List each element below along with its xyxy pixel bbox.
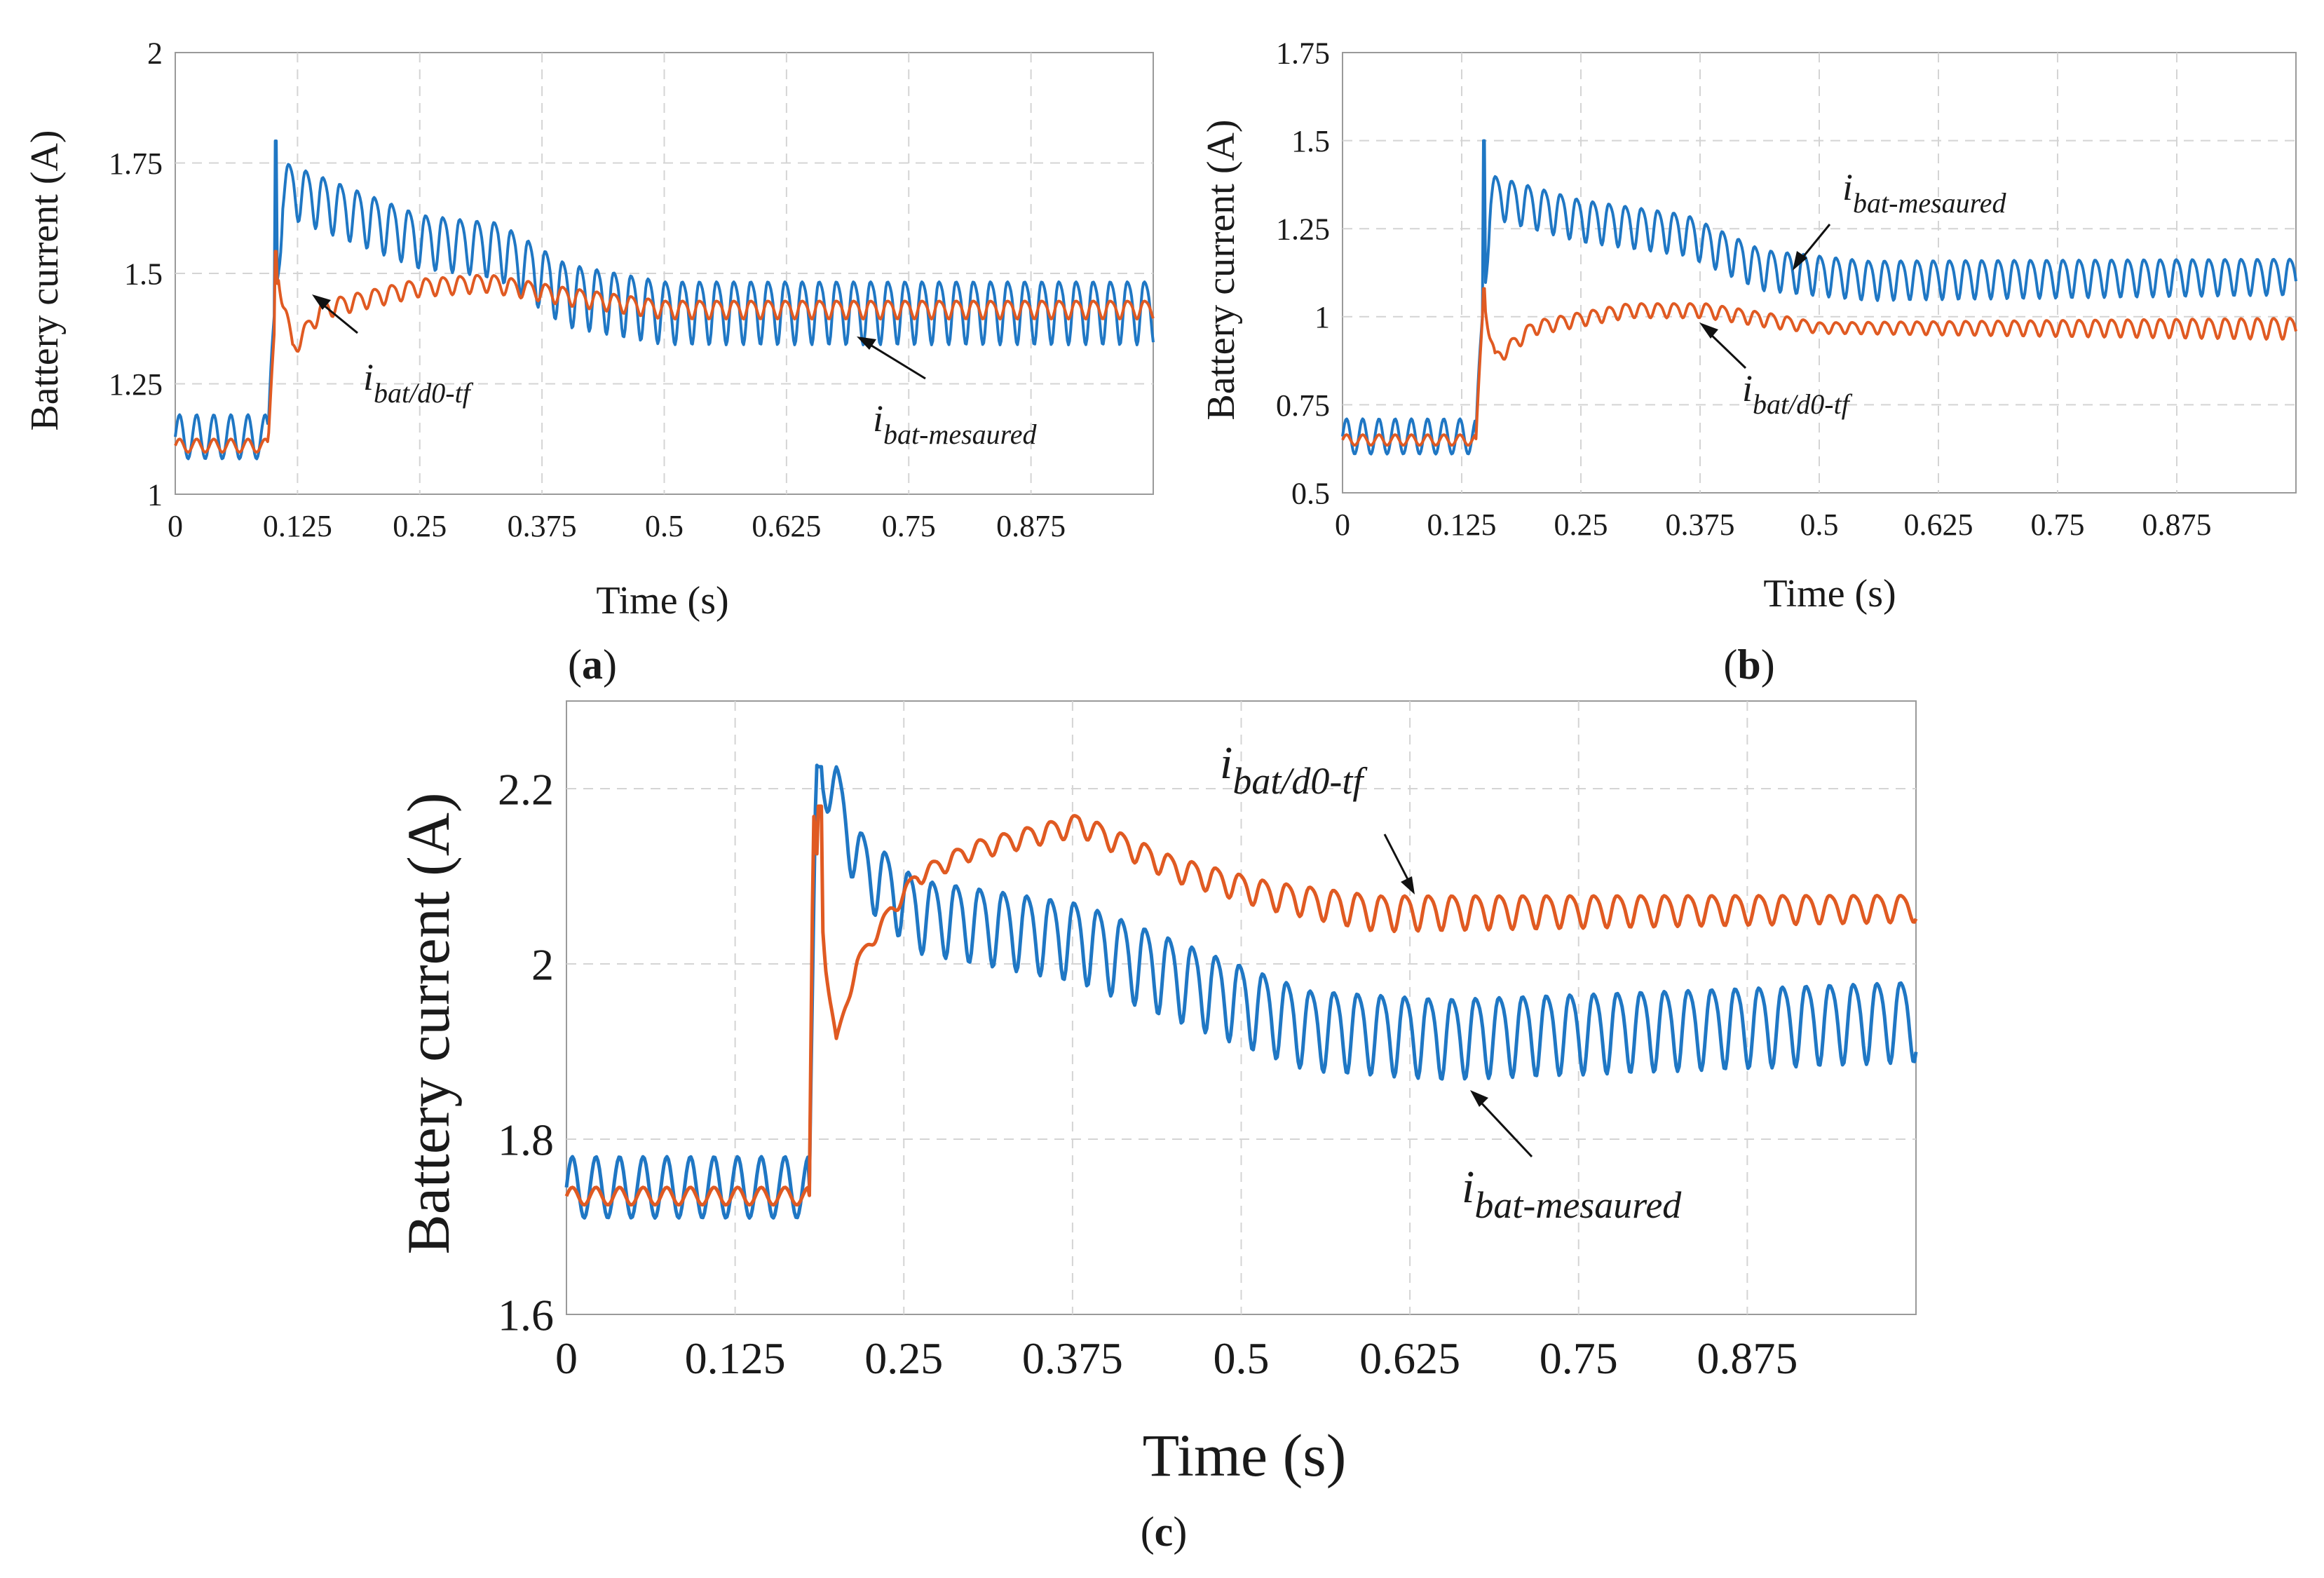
- panel-c-ytick-label: 1.6: [498, 1290, 554, 1340]
- annotation-a-model-base: i: [363, 356, 374, 398]
- annotation-c-model-arrowhead: [1401, 876, 1415, 895]
- annotation-b-measured-sub: bat-mesaured: [1853, 187, 2006, 219]
- panel-a-ytick-label: 2: [147, 36, 163, 70]
- panel-a-ytick-label: 1.75: [109, 147, 163, 181]
- panel-c-xtick-label: 0.125: [685, 1333, 786, 1383]
- annotation-a-model-arrowhead: [312, 294, 331, 310]
- annotation-b-model-label: ibat/d0-tf: [1742, 367, 1853, 420]
- annotation-b-model-base: i: [1742, 367, 1753, 409]
- panel-a-series-model-line: [174, 250, 1155, 454]
- panel-b-xtick-label: 0.25: [1554, 508, 1608, 542]
- panel-a-xlabel: Time (s): [596, 579, 728, 623]
- panel-c-ylabel: Battery current (A): [395, 792, 462, 1254]
- annotation-a-model-sub: bat/d0-tf: [374, 377, 474, 409]
- annotation-b-model-arrow: [1706, 329, 1747, 369]
- panel-a-ytick-label: 1: [147, 477, 163, 512]
- panel-a-series-measured-line: [174, 140, 1155, 461]
- panel-a-ytick-label: 1.25: [109, 367, 163, 402]
- annotation-b-measured-label: ibat-mesaured: [1842, 166, 2006, 219]
- panel-a-xtick-label: 0.625: [752, 509, 821, 543]
- panel-b: 0 0.125 0.25 0.375 0.5 0.625 0.75 0.875 0.5 0.75 1…: [1200, 36, 2297, 688]
- annotation-c-measured-base: i: [1462, 1162, 1474, 1213]
- annotation-a-measured-arrow: [865, 341, 926, 380]
- panel-b-xtick-label: 0: [1335, 508, 1350, 542]
- annotation-b-model-arrowhead: [1699, 322, 1718, 339]
- annotation-a-measured-arrowhead: [857, 336, 876, 350]
- panel-b-ytick-label: 1: [1314, 300, 1330, 334]
- annotation-a-model-label: ibat/d0-tf: [363, 356, 474, 409]
- annotation-c-measured-arrow: [1476, 1098, 1533, 1158]
- annotation-b-model: ibat/d0-tf: [1699, 322, 1853, 420]
- panel-b-ylabel: Battery current (A): [1200, 119, 1243, 420]
- panel-c-ytick-label: 1.8: [498, 1115, 554, 1164]
- annotation-c-measured-label: ibat-mesaured: [1462, 1162, 1682, 1226]
- annotation-b-measured-base: i: [1842, 166, 1853, 208]
- annotation-c-model: ibat/d0-tf: [1220, 737, 1415, 895]
- panel-c: 0 0.125 0.25 0.375 0.5 0.625 0.75 0.875 1.6 1.8 2 2…: [395, 700, 1918, 1555]
- panel-c-series-model-line: [564, 804, 1918, 1207]
- panel-a-xtick-label: 0.75: [882, 509, 936, 543]
- panel-c-xtick-label: 0.5: [1214, 1333, 1270, 1383]
- panel-a-xtick-label: 0.5: [645, 509, 684, 543]
- annotation-c-model-arrow: [1383, 834, 1412, 885]
- annotation-c-model-label: ibat/d0-tf: [1220, 737, 1368, 802]
- panel-a-ytick-label: 1.5: [124, 257, 163, 291]
- panel-c-ytick-label: 2: [531, 939, 554, 989]
- annotation-b-measured-arrowhead: [1793, 251, 1807, 271]
- panel-c-caption-letter: c: [1155, 1509, 1174, 1555]
- panel-b-xtick-label: 0.375: [1666, 508, 1735, 542]
- annotation-a-measured-base: i: [873, 397, 883, 440]
- panel-b-caption-letter: b: [1737, 641, 1760, 688]
- panel-c-series-measured-line: [564, 763, 1918, 1220]
- panel-b-xtick-label: 0.5: [1800, 508, 1839, 542]
- panel-c-xtick-label: 0.375: [1022, 1333, 1123, 1383]
- panel-a-xtick-label: 0.875: [996, 509, 1066, 543]
- annotation-c-measured-arrowhead: [1470, 1090, 1488, 1107]
- panel-a: 0 0.125 0.25 0.375 0.5 0.625 0.75 0.875 1 1.25 1.5…: [23, 36, 1155, 688]
- panel-b-ytick-label: 0.5: [1291, 476, 1330, 510]
- annotation-a-measured-sub: bat-mesaured: [883, 419, 1037, 450]
- panel-c-xtick-label: 0: [555, 1333, 578, 1383]
- panel-b-xtick-label: 0.125: [1427, 508, 1497, 542]
- annotation-c-measured: ibat-mesaured: [1462, 1090, 1682, 1226]
- panel-b-ytick-label: 1.5: [1291, 124, 1330, 158]
- panel-c-xtick-label: 0.625: [1359, 1333, 1460, 1383]
- panel-c-xlabel: Time (s): [1143, 1422, 1347, 1489]
- annotation-a-model: ibat/d0-tf: [312, 294, 474, 409]
- panel-a-caption: (a): [568, 641, 617, 688]
- panel-a-xtick-label: 0.125: [263, 509, 332, 543]
- panel-b-xtick-label: 0.625: [1904, 508, 1973, 542]
- annotation-a-model-arrow: [318, 300, 358, 334]
- panel-c-caption: (c): [1141, 1509, 1188, 1555]
- panel-a-ylabel: Battery current (A): [23, 130, 67, 430]
- panel-a-plot-area: 0 0.125 0.25 0.375 0.5 0.625 0.75 0.875 1 1.25 1.5…: [109, 36, 1155, 543]
- annotation-c-model-sub: bat/d0-tf: [1232, 760, 1368, 802]
- panel-b-ytick-label: 1.25: [1276, 212, 1330, 247]
- panel-b-series-model-line: [1341, 287, 2297, 447]
- annotation-c-model-base: i: [1220, 737, 1232, 789]
- annotation-a-measured-label: ibat-mesaured: [873, 397, 1037, 450]
- panel-b-plot-area: 0 0.125 0.25 0.375 0.5 0.625 0.75 0.875 0.5 0.75 1…: [1276, 36, 2297, 542]
- panel-c-xtick-label: 0.75: [1540, 1333, 1618, 1383]
- annotation-b-measured: ibat-mesaured: [1793, 166, 2006, 271]
- panel-a-xtick-label: 0: [168, 509, 183, 543]
- panel-a-xtick-label: 0.25: [393, 509, 447, 543]
- panel-a-caption-letter: a: [582, 641, 603, 688]
- panel-b-ytick-label: 0.75: [1276, 388, 1330, 423]
- annotation-b-model-sub: bat/d0-tf: [1753, 388, 1853, 420]
- panel-b-series-measured-line: [1341, 139, 2297, 456]
- annotation-a-measured: ibat-mesaured: [857, 336, 1037, 450]
- panel-a-xtick-label: 0.375: [508, 509, 577, 543]
- panel-b-xlabel: Time (s): [1763, 572, 1896, 615]
- panel-c-ytick-label: 2.2: [498, 764, 554, 814]
- panel-b-xtick-label: 0.875: [2142, 508, 2212, 542]
- annotation-c-measured-sub: bat-mesaured: [1474, 1184, 1682, 1226]
- panel-b-ytick-label: 1.75: [1276, 36, 1330, 70]
- panel-b-xtick-label: 0.75: [2031, 508, 2085, 542]
- panel-b-caption: (b): [1723, 641, 1774, 688]
- panel-c-plot-area: 0 0.125 0.25 0.375 0.5 0.625 0.75 0.875 1.6 1.8 2 2…: [498, 700, 1918, 1383]
- panel-c-xtick-label: 0.875: [1697, 1333, 1798, 1383]
- panel-c-xtick-label: 0.25: [864, 1333, 943, 1383]
